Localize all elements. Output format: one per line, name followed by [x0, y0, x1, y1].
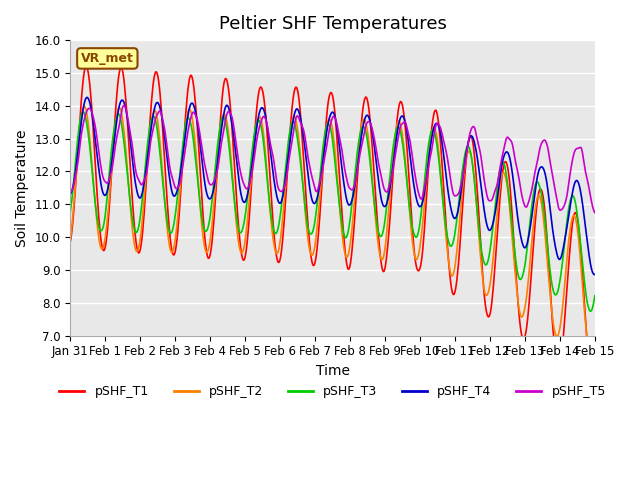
X-axis label: Time: Time: [316, 364, 349, 378]
pSHF_T5: [412, 179, 420, 184]
pSHF_T4: [184, 113, 191, 119]
pSHF_T1: [131, 226, 138, 231]
pSHF_T1: [83, 63, 90, 69]
pSHF_T4: [83, 95, 91, 100]
pSHF_T4: [397, 114, 404, 120]
pSHF_T1: [412, 263, 420, 268]
pSHF_T2: [412, 256, 420, 262]
pSHF_T3: [591, 293, 598, 299]
pSHF_T2: [588, 356, 596, 361]
pSHF_T5: [397, 122, 404, 128]
pSHF_T5: [120, 103, 127, 108]
pSHF_T1: [184, 87, 191, 93]
pSHF_T4: [131, 175, 138, 180]
pSHF_T2: [67, 237, 74, 242]
pSHF_T3: [397, 131, 404, 136]
pSHF_T1: [397, 98, 404, 104]
pSHF_T3: [412, 234, 420, 240]
pSHF_T3: [212, 162, 220, 168]
pSHF_T2: [81, 103, 88, 109]
pSHF_T3: [79, 109, 86, 115]
Line: pSHF_T1: pSHF_T1: [70, 66, 595, 390]
pSHF_T4: [591, 272, 598, 277]
pSHF_T4: [212, 175, 220, 181]
pSHF_T5: [591, 210, 598, 216]
pSHF_T1: [212, 194, 220, 200]
Line: pSHF_T2: pSHF_T2: [70, 106, 595, 359]
pSHF_T2: [591, 345, 598, 351]
Line: pSHF_T5: pSHF_T5: [70, 106, 595, 213]
pSHF_T5: [76, 143, 84, 149]
pSHF_T2: [397, 123, 404, 129]
Text: VR_met: VR_met: [81, 52, 134, 65]
Line: pSHF_T3: pSHF_T3: [70, 112, 595, 311]
pSHF_T1: [589, 387, 597, 393]
pSHF_T2: [76, 127, 84, 133]
Line: pSHF_T4: pSHF_T4: [70, 97, 595, 275]
pSHF_T2: [131, 242, 138, 248]
pSHF_T1: [76, 117, 84, 123]
pSHF_T5: [184, 129, 191, 135]
pSHF_T2: [212, 181, 220, 187]
pSHF_T1: [67, 238, 74, 244]
pSHF_T4: [67, 191, 74, 197]
pSHF_T5: [131, 161, 138, 167]
pSHF_T3: [184, 115, 191, 121]
pSHF_T5: [67, 189, 74, 195]
Legend: pSHF_T1, pSHF_T2, pSHF_T3, pSHF_T4, pSHF_T5: pSHF_T1, pSHF_T2, pSHF_T3, pSHF_T4, pSHF…: [54, 380, 611, 403]
pSHF_T2: [184, 109, 191, 115]
pSHF_T3: [587, 308, 595, 314]
pSHF_T3: [67, 209, 74, 215]
Y-axis label: Soil Temperature: Soil Temperature: [15, 129, 29, 247]
pSHF_T4: [76, 131, 84, 137]
Title: Peltier SHF Temperatures: Peltier SHF Temperatures: [219, 15, 447, 33]
pSHF_T4: [412, 194, 420, 200]
pSHF_T5: [212, 174, 220, 180]
pSHF_T3: [131, 227, 138, 233]
pSHF_T4: [590, 272, 598, 277]
pSHF_T3: [76, 119, 84, 125]
pSHF_T1: [591, 385, 598, 391]
